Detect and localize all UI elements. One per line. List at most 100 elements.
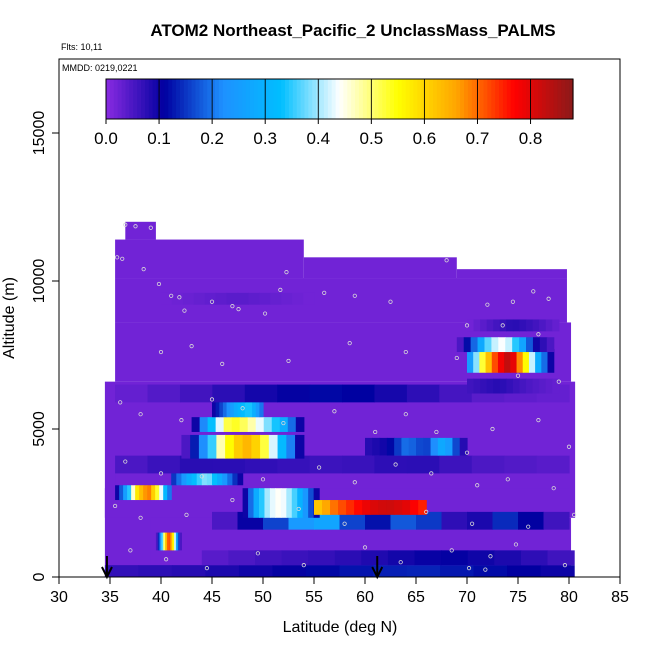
sample-point <box>403 412 408 417</box>
heatmap-cell <box>387 550 416 566</box>
heatmap-cell <box>115 455 149 474</box>
colorbar-cell <box>199 79 204 119</box>
colorbar-cell <box>460 79 465 119</box>
heatmap-cell <box>215 292 228 305</box>
heatmap-cell <box>212 470 218 486</box>
x-tick-label: 85 <box>611 589 629 606</box>
colorbar-cell <box>526 79 531 119</box>
heatmap-cell <box>386 437 395 456</box>
colorbar-cell <box>510 79 516 119</box>
heatmap-cell <box>168 532 172 551</box>
heatmap-cell <box>437 437 446 456</box>
sample-point <box>464 323 470 328</box>
heatmap-cell <box>486 319 494 332</box>
heatmap-cell <box>499 378 507 394</box>
heatmap-cell <box>291 488 298 518</box>
sample-point <box>475 483 480 488</box>
heatmap-cell <box>119 485 124 501</box>
heatmap-cell <box>163 532 166 551</box>
colorbar-cell <box>164 79 169 119</box>
heatmap-cell <box>480 378 488 394</box>
colorbar-cell <box>234 79 239 119</box>
heatmap-cell <box>222 470 228 486</box>
heatmap-cell <box>241 399 246 418</box>
sample-point <box>286 358 291 364</box>
sample-point <box>184 512 189 517</box>
plot-area <box>104 221 577 577</box>
heatmap-cell <box>219 399 224 418</box>
colorbar-cell <box>323 79 329 119</box>
heatmap-cell <box>166 532 170 551</box>
heatmap-cell <box>370 500 379 515</box>
heatmap-cell <box>545 378 553 394</box>
colorbar-cell <box>537 79 543 119</box>
sample-point <box>179 418 184 423</box>
colorbar-cell <box>179 79 185 119</box>
heatmap-cell <box>295 417 305 432</box>
heatmap-cell <box>526 337 534 353</box>
colorbar-cell <box>386 79 391 119</box>
heatmap-cell <box>171 565 207 577</box>
heatmap-cell <box>386 500 395 515</box>
sample-point <box>449 548 454 553</box>
heatmap-cell <box>260 434 270 459</box>
colorbar-cell <box>518 79 524 119</box>
heatmap-cell <box>342 455 376 474</box>
flight-arrows <box>101 556 384 580</box>
sample-point <box>505 477 510 482</box>
heatmap-cell <box>263 417 273 432</box>
heatmap-cell <box>207 417 217 432</box>
x-tick-label: 75 <box>509 589 527 606</box>
heatmap-cell <box>473 349 480 373</box>
sample-point <box>531 289 536 294</box>
colorbar-cell <box>417 79 422 119</box>
heatmap-cell <box>161 532 164 551</box>
heatmap-cell <box>305 565 341 577</box>
heatmap-cell <box>440 565 475 577</box>
x-tick-label: 35 <box>101 589 119 606</box>
sample-point <box>332 409 337 414</box>
heatmap-cell <box>248 399 253 418</box>
colorbar-cell <box>207 79 212 119</box>
sample-point <box>393 462 398 467</box>
colorbar-cell <box>320 79 325 119</box>
colorbar-cell <box>569 79 574 119</box>
colorbar-cell <box>358 79 364 119</box>
colorbar-cell <box>144 79 150 119</box>
colorbar-cell <box>561 79 566 119</box>
y-tick-label: 0 <box>31 572 48 581</box>
heatmap-cell <box>493 378 501 394</box>
heatmap-cell <box>123 485 128 501</box>
colorbar-cell <box>106 79 111 119</box>
heatmap-cell <box>408 437 417 456</box>
sample-point <box>156 281 162 287</box>
heatmap-cell <box>552 319 560 332</box>
heatmap-cell <box>255 417 265 432</box>
heatmap-cell <box>414 550 442 566</box>
heatmap-cell <box>519 378 527 394</box>
heatmap-cell <box>547 550 575 566</box>
sample-point <box>278 287 283 292</box>
heatmap-cell <box>207 434 217 459</box>
coverage-cell <box>456 269 567 279</box>
colorbar-cell <box>405 79 411 119</box>
heatmap-cell <box>362 500 371 515</box>
colorbar-tick-label: 0.1 <box>147 129 171 148</box>
heatmap-cell <box>233 399 239 418</box>
x-tick-label: 55 <box>305 589 323 606</box>
plot-frame <box>58 58 621 578</box>
heatmap-cell <box>552 378 560 394</box>
colorbar-cell <box>148 79 154 119</box>
heatmap-cell <box>254 550 283 566</box>
colorbar-cell <box>545 79 551 119</box>
sample-point <box>182 308 187 313</box>
heatmap-cell <box>406 565 441 577</box>
heatmap-cell <box>226 399 231 418</box>
heatmap-cell <box>264 488 271 518</box>
heatmap-cell <box>494 550 522 566</box>
heatmap-cell <box>532 337 541 353</box>
x-tick-label: 45 <box>203 589 221 606</box>
x-tick-label: 80 <box>560 589 578 606</box>
heatmap-cell <box>484 337 493 353</box>
heatmap-cell <box>477 337 486 353</box>
